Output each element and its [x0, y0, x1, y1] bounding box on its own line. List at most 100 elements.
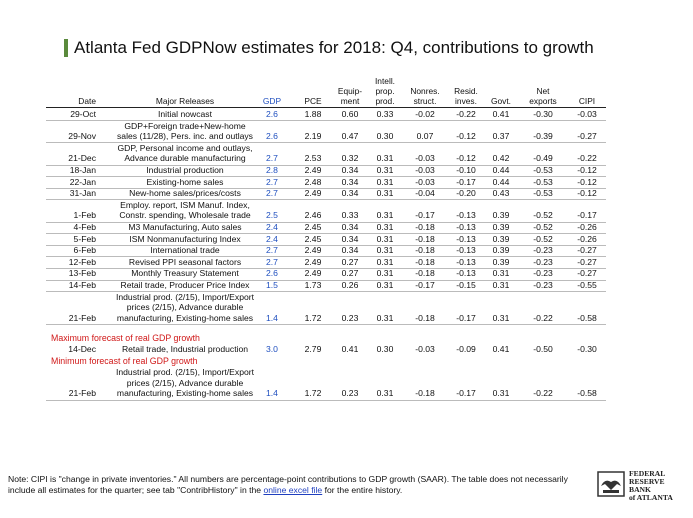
cell-nx: -0.30	[533, 109, 553, 119]
cell-eq: 0.23	[341, 312, 359, 323]
cell-nr: -0.03	[415, 153, 435, 164]
cell-ci: -0.12	[577, 165, 597, 175]
logo-line-4: of ATLANTA	[629, 493, 673, 502]
cell-gdp: 2.8	[266, 165, 278, 175]
cell-ip: 0.31	[376, 210, 394, 221]
cell-gdp: 1.4	[266, 388, 278, 399]
cell-rs: -0.12	[456, 131, 476, 142]
table-header: Date Major Releases GDP PCE Equip- ment …	[46, 68, 606, 108]
cell-release: Monthly Treasury Statement	[131, 268, 239, 279]
table-row: 5-Feb ISM Nonmanufacturing Index 2.4 2.45 0.…	[46, 234, 606, 245]
cell-ip: 0.31	[376, 188, 394, 199]
cell-ip: 0.31	[376, 222, 394, 232]
cell-rs: -0.20	[456, 188, 476, 199]
cell-gdp: 2.4	[266, 222, 278, 232]
cell-date: 29-Oct	[70, 109, 96, 119]
cell-date: 5-Feb	[73, 233, 96, 244]
cell-eq: 0.34	[341, 176, 359, 187]
row-divider	[46, 256, 606, 258]
cell-nr: -0.17	[415, 280, 435, 290]
cell-ci: -0.26	[577, 233, 597, 244]
cell-gv: 0.39	[492, 222, 510, 232]
cell-rs: -0.13	[456, 210, 476, 221]
cell-date: 31-Jan	[69, 188, 96, 199]
cell-ci: -0.27	[577, 256, 597, 267]
min-forecast-label: Minimum forecast of real GDP growth	[51, 356, 198, 366]
cell-release: New-home sales/prices/costs	[129, 188, 241, 199]
cell-eq: 0.60	[341, 109, 359, 119]
cell-ip: 0.31	[376, 153, 394, 164]
footnote: Note: CIPI is "change in private invento…	[8, 474, 588, 496]
online-excel-link[interactable]: online excel file	[263, 485, 323, 495]
cell-nx: -0.53	[533, 176, 553, 187]
cell-date: 6-Feb	[73, 245, 96, 256]
cell-rs: -0.13	[456, 268, 476, 279]
cell-nr: -0.18	[415, 222, 435, 232]
cell-rs: -0.17	[456, 312, 476, 323]
cell-pce: 2.49	[304, 256, 322, 267]
cell-gv: 0.39	[492, 245, 510, 256]
cell-nr: -0.18	[415, 268, 435, 279]
header-pce: PCE	[304, 96, 322, 106]
cell-gdp: 2.7	[266, 256, 278, 267]
cell-eq: 0.47	[341, 131, 359, 142]
cell-ci: -0.30	[577, 344, 597, 355]
header-releases: Major Releases	[155, 96, 215, 106]
table-row: 4-Feb M3 Manufacturing, Auto sales 2.4 2.45…	[46, 222, 606, 233]
cell-ci: -0.26	[577, 222, 597, 232]
cell-nx: -0.22	[533, 312, 553, 323]
cell-nr: -0.18	[415, 245, 435, 256]
cell-nx: -0.23	[533, 256, 553, 267]
cell-gdp: 2.5	[266, 210, 278, 221]
cell-gv: 0.39	[492, 233, 510, 244]
header-rule	[46, 107, 606, 108]
cell-gdp: 2.7	[266, 245, 278, 256]
cell-pce: 1.88	[304, 109, 322, 119]
cell-ci: -0.27	[577, 245, 597, 256]
cell-eq: 0.34	[341, 188, 359, 199]
cell-ip: 0.31	[376, 245, 394, 256]
table-row: 29-Oct Initial nowcast 2.6 1.88 0.60 0.33 -0.0…	[46, 109, 606, 120]
cell-gv: 0.31	[492, 268, 510, 279]
cell-date: 4-Feb	[73, 222, 96, 232]
row-divider	[46, 291, 606, 293]
table-row: 6-Feb International trade 2.7 2.49 0.34 0.31 -…	[46, 245, 606, 256]
cell-nx: -0.23	[533, 268, 553, 279]
logo-line-1: FEDERAL	[629, 469, 666, 478]
cell-rs: -0.09	[456, 344, 476, 355]
cell-ci: -0.12	[577, 188, 597, 199]
header-resid-2: inves.	[455, 96, 477, 106]
cell-release: Employ. report, ISM Manuf. Index,	[120, 199, 250, 210]
cell-pce: 2.49	[304, 245, 322, 256]
cell-nr: -0.18	[415, 312, 435, 323]
cell-ip: 0.30	[376, 344, 394, 355]
cell-pce: 2.53	[304, 153, 322, 164]
cell-ip: 0.31	[376, 256, 394, 267]
cell-gv: 0.44	[492, 165, 510, 175]
cell-ci: -0.27	[577, 131, 597, 142]
cell-ci: -0.03	[577, 109, 597, 119]
cell-pce: 2.49	[304, 188, 322, 199]
cell-gdp: 2.6	[266, 109, 278, 119]
cell-pce: 2.45	[304, 233, 322, 244]
table-row: 21-Feb Industrial prod. (2/15), Import/Ex…	[46, 292, 606, 324]
cell-eq: 0.27	[341, 268, 359, 279]
table-row: 22-Jan Existing-home sales 2.7 2.48 0.34 0.31…	[46, 177, 606, 188]
cell-date: 1-Feb	[73, 210, 96, 221]
cell-release: Industrial prod. (2/15), Import/Export	[115, 291, 255, 302]
cell-gv: 0.31	[492, 312, 510, 323]
cell-gv: 0.43	[492, 188, 510, 199]
cell-release: sales (11/28), Pers. inc. and outlays	[117, 131, 253, 142]
row-divider	[46, 233, 606, 235]
cell-nx: -0.53	[533, 165, 553, 175]
row-divider	[46, 120, 606, 122]
header-equipment-1: Equip-	[337, 86, 363, 96]
cell-date: 22-Jan	[69, 176, 96, 187]
row-divider	[46, 267, 606, 269]
cell-ip: 0.33	[376, 109, 394, 119]
header-date: Date	[78, 96, 96, 106]
cell-gv: 0.41	[492, 109, 510, 119]
cell-eq: 0.26	[341, 280, 359, 290]
cell-release: Existing-home sales	[146, 176, 224, 187]
cell-nr: -0.17	[415, 210, 435, 221]
